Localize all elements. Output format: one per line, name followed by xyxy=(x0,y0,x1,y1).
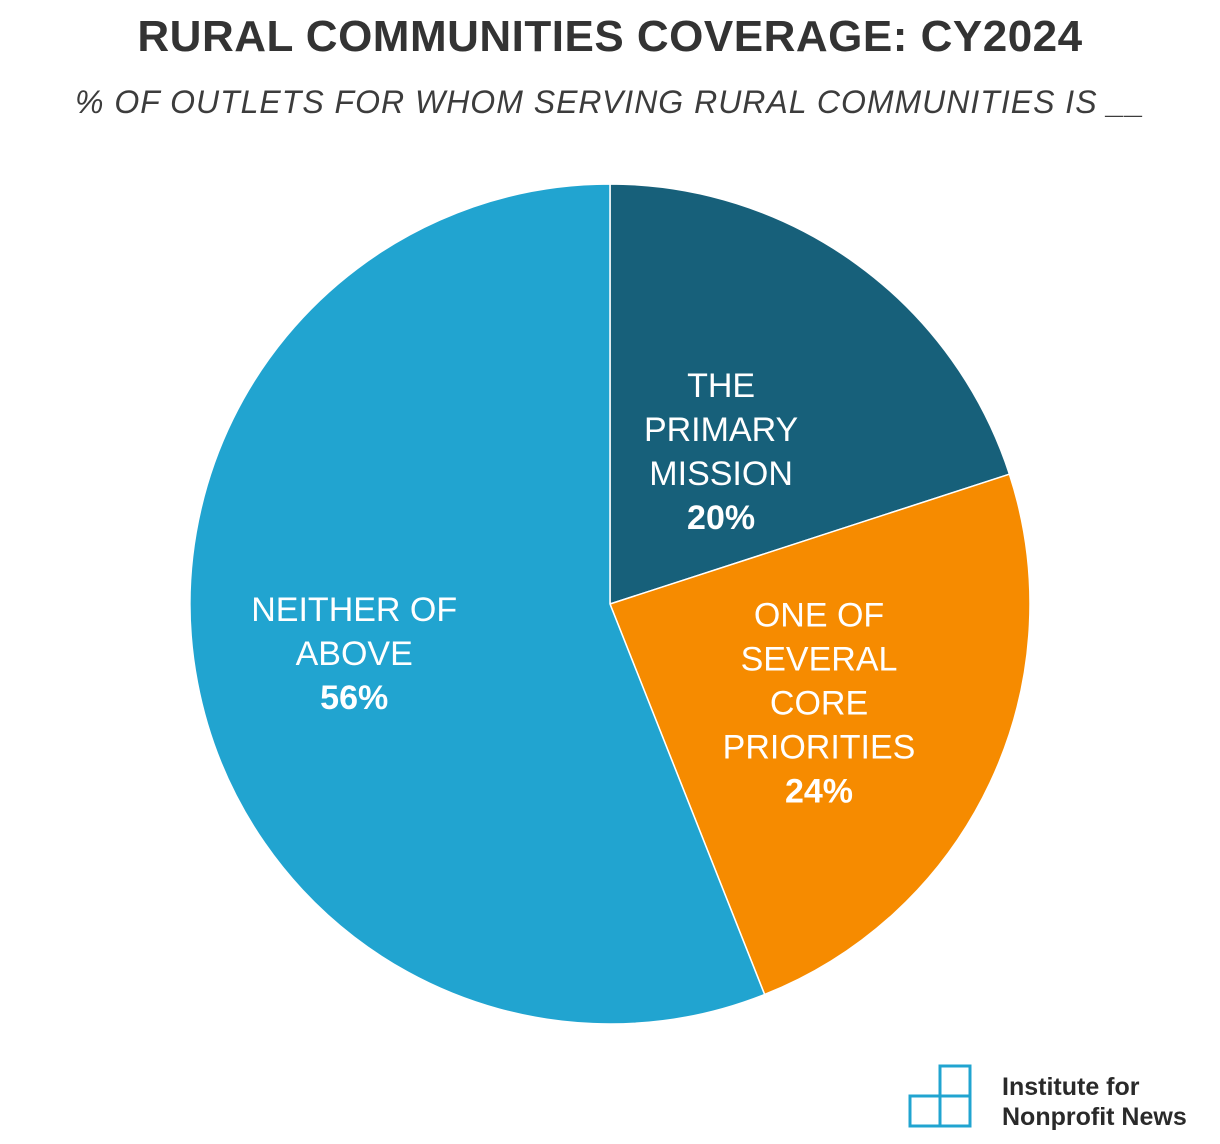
pie-slice-1 xyxy=(609,183,1011,606)
inn-logo-line1: Institute for xyxy=(1002,1073,1140,1101)
inn-logo-icon xyxy=(908,1064,972,1128)
slice-value-label: 56% xyxy=(320,679,388,717)
inn-logo: Institute for Nonprofit News xyxy=(908,1064,1208,1134)
chart-title: RURAL COMMUNITIES COVERAGE: CY2024 xyxy=(137,12,1083,61)
slice-label-line: ABOVE xyxy=(296,635,413,673)
slice-label-1: THE PRIMARY MISSION 20% xyxy=(644,367,798,537)
slice-label-line: NEITHER OF xyxy=(251,591,457,629)
slice-label-line: PRIMARY xyxy=(644,411,798,449)
slice-value-label: 24% xyxy=(785,772,853,810)
slice-label-line: CORE xyxy=(770,684,868,722)
slice-label-line: THE xyxy=(687,367,755,405)
slice-label-line: PRIORITIES xyxy=(723,728,916,766)
slice-value-label: 20% xyxy=(687,499,755,537)
slice-label-3: NEITHER OF ABOVE 56% xyxy=(251,591,457,717)
inn-logo-text: Institute for Nonprofit News xyxy=(1002,1072,1187,1132)
pie-slice-2 xyxy=(609,473,1031,996)
slice-label-2: ONE OF SEVERAL CORE PRIORITIES 24% xyxy=(723,596,916,810)
slice-label-line: ONE OF xyxy=(754,596,884,634)
slice-label-line: MISSION xyxy=(649,455,793,493)
chart-subtitle: % OF OUTLETS FOR WHOM SERVING RURAL COMM… xyxy=(74,84,1146,120)
pie-slice-3 xyxy=(189,183,766,1025)
inn-logo-line2: Nonprofit News xyxy=(1002,1103,1187,1131)
slice-label-line: SEVERAL xyxy=(741,640,898,678)
